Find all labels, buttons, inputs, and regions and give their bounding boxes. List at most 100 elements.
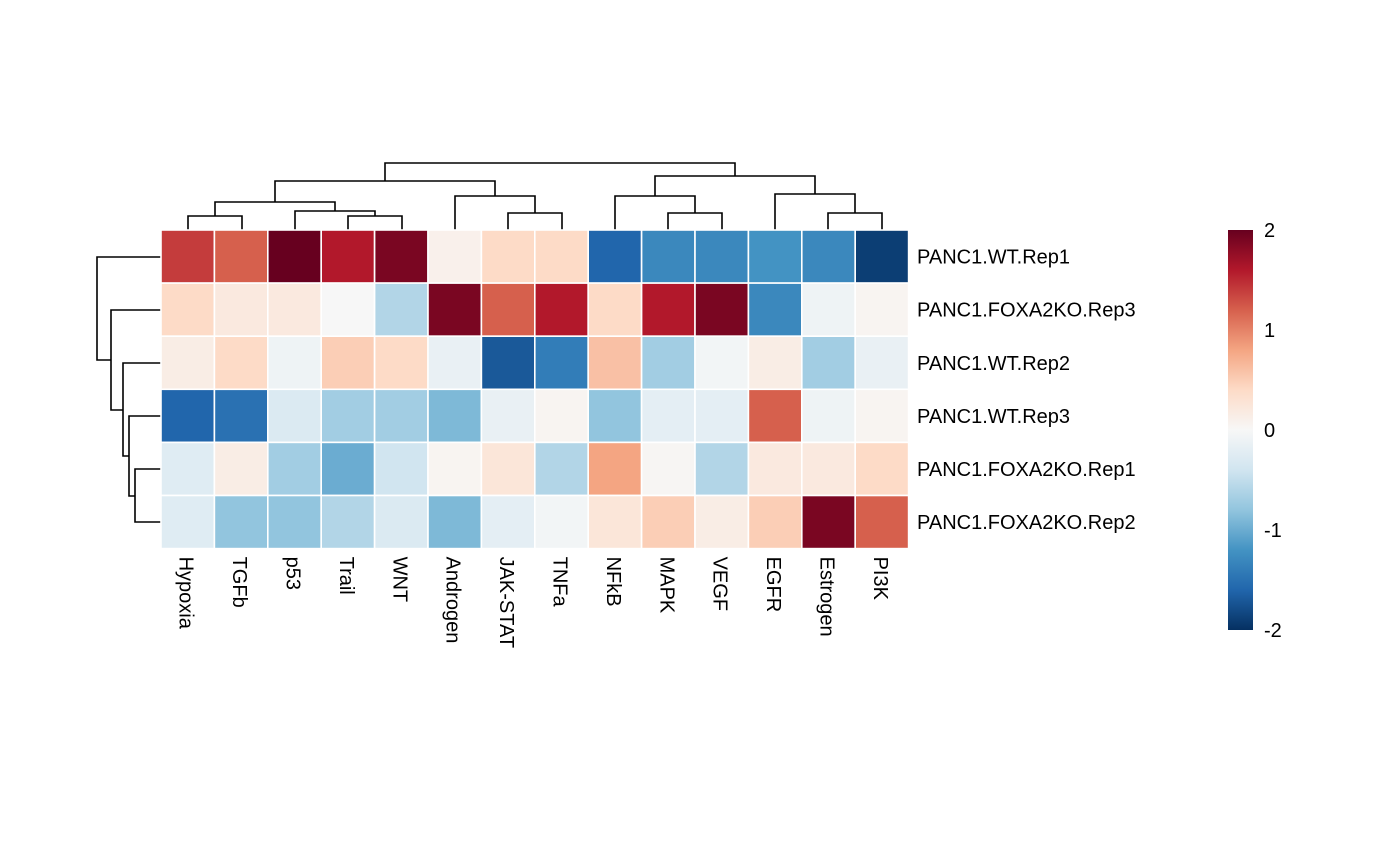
- heatmap-cell: [373, 229, 429, 284]
- dendrogram-branch: [667, 212, 723, 230]
- column-label: MAPK: [655, 557, 677, 614]
- heatmap-cell: [160, 335, 216, 391]
- color-legend: 2 1 0 -1 -2: [1228, 220, 1282, 642]
- heatmap-cell: [427, 335, 483, 391]
- heatmap-cell: [213, 229, 269, 284]
- heatmap-cell: [587, 388, 643, 444]
- heatmap-cell: [587, 494, 643, 550]
- heatmap-cell: [320, 441, 376, 497]
- heatmap-cell: [587, 282, 643, 338]
- column-label: WNT: [388, 557, 410, 603]
- dendrogram-branch: [214, 201, 336, 216]
- dendrogram-branch: [507, 212, 563, 230]
- column-label: TGFb: [228, 557, 250, 608]
- heatmap-cell: [320, 388, 376, 444]
- heatmap-cell: [694, 229, 750, 284]
- heatmap-cell: [373, 494, 429, 550]
- legend-tick-label: 0: [1264, 420, 1275, 442]
- heatmap-cell: [854, 229, 910, 284]
- heatmap-cell: [747, 441, 803, 497]
- column-label: Androgen: [442, 557, 464, 644]
- heatmap-cell: [480, 494, 536, 550]
- heatmap-cell: [640, 441, 696, 497]
- dendrogram-branch: [294, 210, 376, 230]
- row-label: PANC1.WT.Rep2: [917, 353, 1070, 375]
- column-label: Trail: [335, 557, 357, 595]
- heatmap-cell: [320, 229, 376, 284]
- heatmap-cell: [480, 335, 536, 391]
- column-dendrogram: [187, 162, 883, 230]
- heatmap-cell: [747, 335, 803, 391]
- heatmap-cell: [160, 229, 216, 284]
- heatmap-cell: [266, 282, 322, 338]
- dendrogram-branch: [96, 256, 161, 361]
- heatmap-cell: [320, 282, 376, 338]
- legend-tick-label: -1: [1264, 520, 1282, 542]
- heatmap-cell: [694, 388, 750, 444]
- heatmap-cell: [213, 441, 269, 497]
- heatmap-cell: [854, 335, 910, 391]
- dendrogram-branch: [384, 162, 736, 181]
- legend-tick-label: 1: [1264, 320, 1275, 342]
- heatmap-cell: [854, 441, 910, 497]
- heatmap-cell: [213, 335, 269, 391]
- column-label: Hypoxia: [175, 557, 197, 630]
- heatmap-cell: [533, 441, 589, 497]
- column-label: EGFR: [762, 557, 784, 613]
- column-labels: Hypoxia TGFb p53 Trail WNT Androgen JAK-STAT TN…: [175, 557, 891, 648]
- dendrogram-branch: [110, 309, 161, 411]
- dendrogram-branch: [774, 193, 856, 230]
- heatmap-cell: [800, 229, 856, 284]
- row-label: PANC1.WT.Rep3: [917, 406, 1070, 428]
- column-label: NFkB: [602, 557, 624, 607]
- heatmap-cell: [800, 388, 856, 444]
- heatmap-cell: [747, 229, 803, 284]
- dendrogram-branch: [134, 468, 161, 523]
- heatmap-cell: [266, 441, 322, 497]
- row-labels: PANC1.WT.Rep1 PANC1.FOXA2KO.Rep3 PANC1.WT.…: [917, 247, 1136, 535]
- heatmap-cell: [266, 388, 322, 444]
- heatmap-cell: [587, 335, 643, 391]
- heatmap-cell: [747, 388, 803, 444]
- dendrogram-branch: [827, 212, 883, 230]
- heatmap-cell: [800, 494, 856, 550]
- row-label: PANC1.WT.Rep1: [917, 247, 1070, 269]
- column-label: Estrogen: [816, 557, 838, 637]
- heatmap-cell: [160, 282, 216, 338]
- legend-tick-label: -2: [1264, 620, 1282, 642]
- heatmap-cell: [640, 388, 696, 444]
- heatmap-cells: [160, 229, 910, 550]
- dendrogram-branch: [187, 215, 243, 230]
- heatmap-cell: [854, 388, 910, 444]
- heatmap-cell: [480, 441, 536, 497]
- column-label: JAK-STAT: [495, 557, 517, 648]
- heatmap-cell: [160, 441, 216, 497]
- heatmap-cell: [320, 494, 376, 550]
- heatmap-cell: [533, 229, 589, 284]
- heatmap-cell: [427, 494, 483, 550]
- heatmap-cell: [640, 335, 696, 391]
- legend-color-bar: [1228, 230, 1253, 630]
- heatmap-cell: [587, 441, 643, 497]
- column-label: VEGF: [709, 557, 731, 611]
- heatmap-cell: [747, 494, 803, 550]
- heatmap-cell: [640, 229, 696, 284]
- heatmap-cell: [373, 335, 429, 391]
- column-label: TNFa: [549, 557, 571, 608]
- heatmap-cell: [320, 335, 376, 391]
- heatmap-cell: [800, 282, 856, 338]
- heatmap-cell: [533, 335, 589, 391]
- heatmap-cell: [694, 441, 750, 497]
- dendrogram-branch: [274, 180, 496, 202]
- heatmap-cell: [213, 388, 269, 444]
- column-label: p53: [282, 557, 304, 590]
- heatmap-cell: [427, 282, 483, 338]
- heatmap-cell: [427, 388, 483, 444]
- heatmap-cell: [800, 335, 856, 391]
- heatmap-cell: [160, 388, 216, 444]
- heatmap-cell: [213, 282, 269, 338]
- heatmap-cell: [694, 282, 750, 338]
- legend-ticks: 2 1 0 -1 -2: [1264, 220, 1282, 642]
- row-label: PANC1.FOXA2KO.Rep2: [917, 512, 1136, 534]
